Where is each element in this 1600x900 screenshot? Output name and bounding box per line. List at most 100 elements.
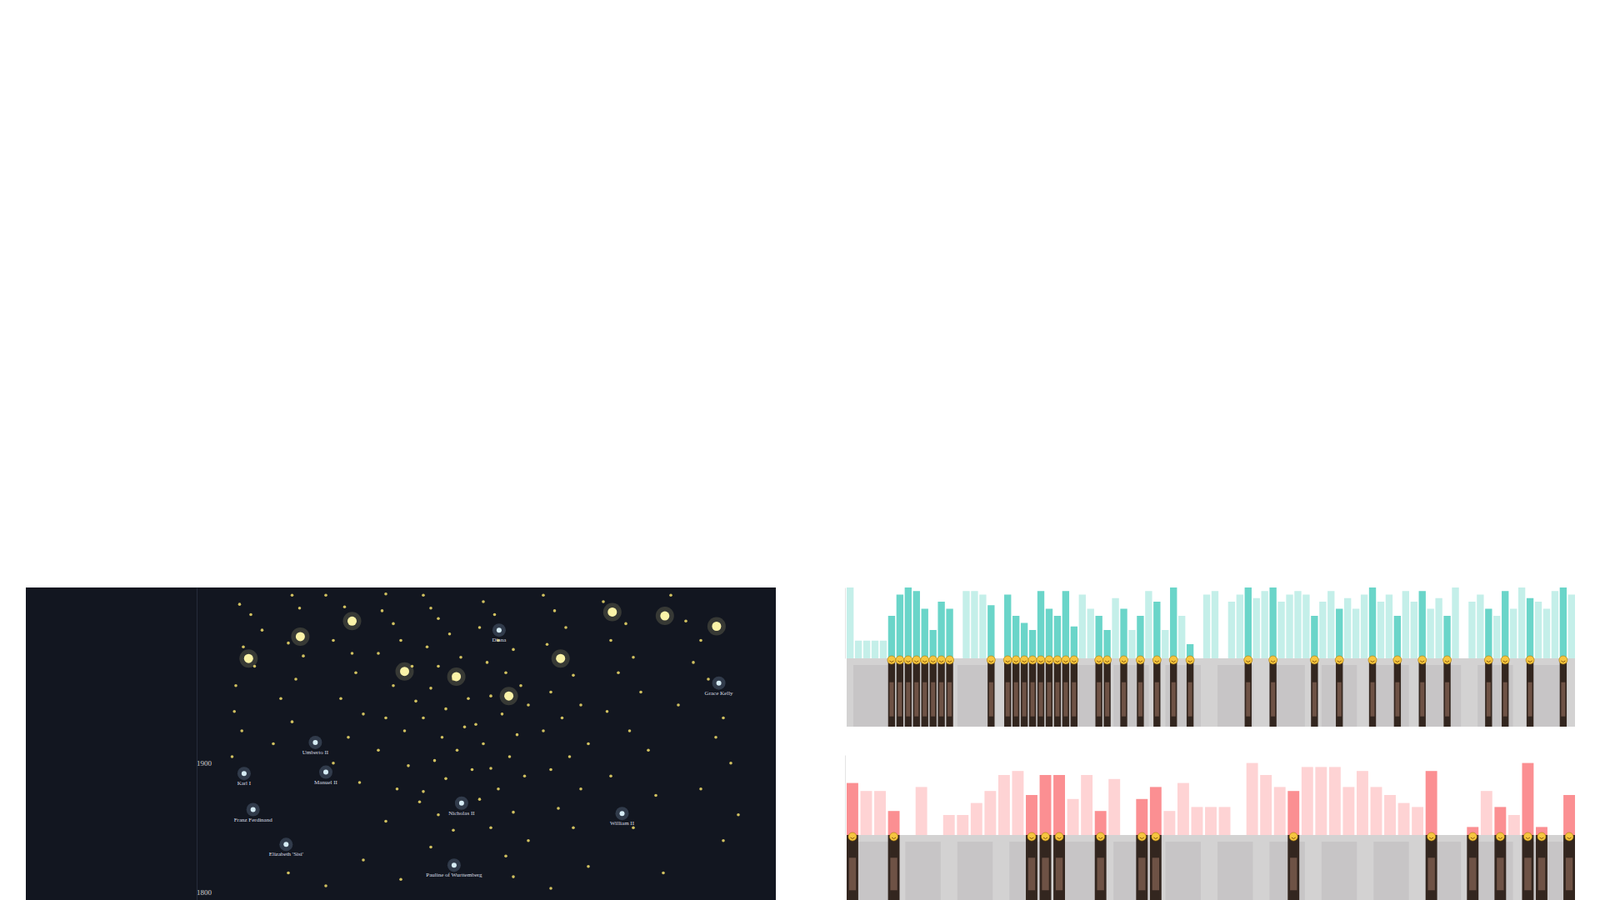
video-frame [1136, 658, 1144, 727]
point [545, 642, 550, 646]
thumbnail-shade [905, 841, 940, 900]
point-halo [279, 837, 293, 851]
emoji-mouth [1539, 837, 1544, 840]
bar [1037, 590, 1045, 659]
point [661, 871, 665, 875]
emoji-mouth [1030, 660, 1035, 663]
point-label: Grace Kelly [705, 690, 735, 697]
thumbnail-shade [1061, 841, 1097, 900]
plot-area [846, 587, 1575, 659]
point [519, 684, 523, 688]
point [451, 671, 461, 681]
point [549, 886, 553, 890]
bar [871, 640, 879, 659]
video-frame [1369, 658, 1376, 727]
bar [998, 775, 1010, 835]
plot-area [230, 592, 740, 890]
bar [880, 640, 887, 659]
video-frame-detail [1290, 857, 1297, 890]
emoji [895, 655, 905, 665]
bar [943, 815, 955, 835]
emoji-mouth [1140, 837, 1145, 840]
bar [1543, 609, 1550, 660]
point [234, 684, 238, 688]
point [376, 748, 380, 752]
point [301, 654, 305, 658]
bar [1327, 590, 1335, 659]
emoji-mouth [1486, 660, 1491, 663]
emoji-mouth [1567, 837, 1572, 840]
bar [1203, 595, 1210, 660]
video-frame-detail [1046, 682, 1051, 717]
bar [1087, 609, 1095, 660]
video-frame [905, 658, 912, 727]
emoji [1041, 832, 1050, 841]
thumbnail-shade [1425, 665, 1461, 727]
video-frame-detail [1055, 682, 1060, 717]
point [721, 839, 725, 843]
emoji [1523, 832, 1532, 841]
emoji-mouth [1043, 837, 1048, 840]
bar [1435, 598, 1442, 659]
video-frame-detail [1055, 857, 1063, 890]
emoji [1468, 832, 1477, 841]
emoji-mouth [1525, 837, 1530, 840]
emoji-mouth [1395, 660, 1400, 663]
bar [846, 587, 854, 659]
emoji [1500, 655, 1510, 665]
video-frame [1419, 658, 1426, 727]
bar [1398, 803, 1410, 835]
point [459, 800, 465, 806]
point [331, 761, 335, 765]
point [579, 787, 583, 791]
point [451, 862, 457, 868]
bar [1040, 775, 1052, 835]
emoji-mouth [1245, 660, 1250, 663]
y-axis [845, 588, 846, 660]
video-frame [1287, 835, 1300, 900]
point-halo [319, 765, 333, 780]
video-frame [1485, 658, 1492, 727]
video-frame [1494, 835, 1506, 900]
point [324, 593, 328, 597]
point [586, 865, 590, 869]
point [504, 855, 508, 859]
point [523, 774, 527, 778]
video-frame [1029, 658, 1036, 727]
point [436, 616, 440, 620]
bar [888, 810, 900, 835]
emoji-mouth [1560, 660, 1565, 663]
video-frame-detail [1445, 682, 1450, 717]
video-frame-detail [890, 857, 897, 890]
bar [1245, 587, 1252, 659]
emoji [1003, 655, 1012, 665]
emoji [1443, 655, 1452, 665]
video-frame [1560, 658, 1567, 727]
bar [1274, 786, 1286, 835]
bar [1070, 626, 1078, 659]
emoji-mouth [1291, 837, 1296, 840]
point [620, 810, 625, 816]
point [399, 877, 403, 881]
emoji-mouth [1096, 660, 1101, 663]
point-glow [290, 627, 310, 646]
point [564, 625, 568, 630]
point [429, 686, 433, 690]
video-frame-detail [1188, 682, 1193, 717]
point [406, 764, 410, 768]
bar [1108, 779, 1120, 835]
video-frame [921, 658, 929, 727]
video-frame-detail [1022, 682, 1027, 717]
bar [1384, 795, 1396, 835]
bar [860, 790, 873, 835]
point [324, 884, 328, 888]
emoji [1011, 655, 1020, 665]
point [294, 677, 298, 681]
emoji [920, 655, 930, 665]
bar [1302, 595, 1310, 660]
bar [1410, 601, 1418, 659]
thumbnail-background [846, 658, 1575, 727]
emoji [890, 832, 899, 841]
point [451, 829, 455, 833]
point [433, 759, 437, 763]
